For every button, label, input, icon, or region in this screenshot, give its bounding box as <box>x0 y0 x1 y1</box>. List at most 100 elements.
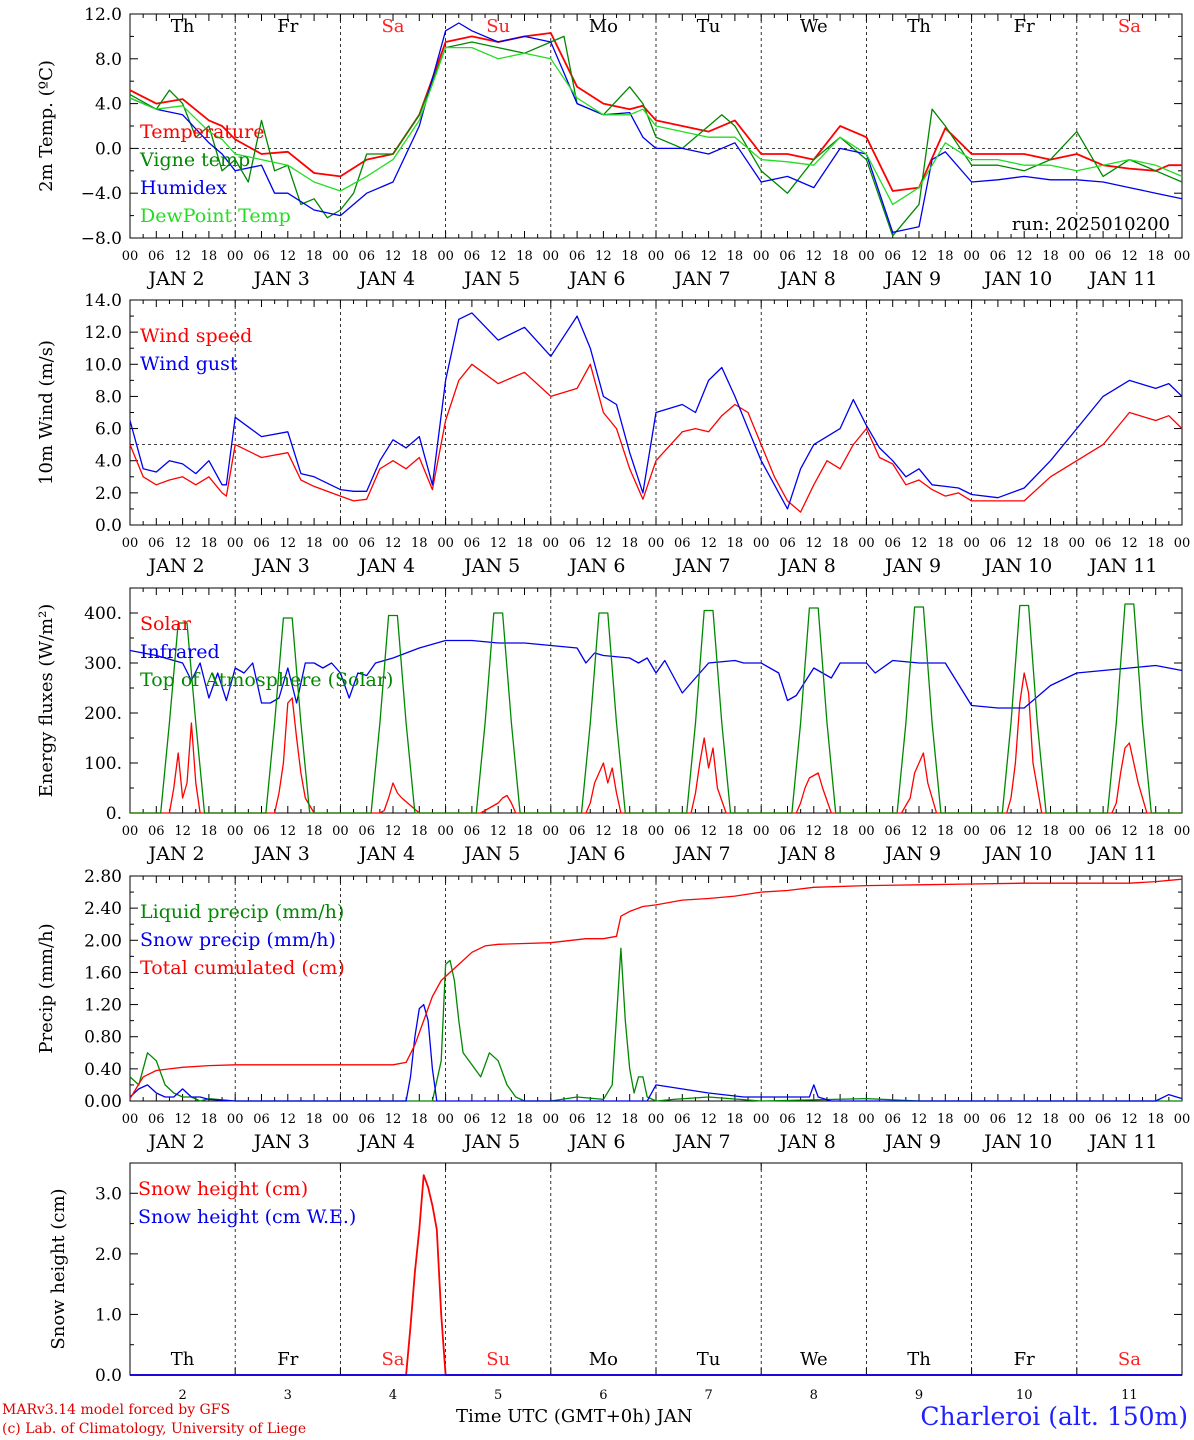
date-label: JAN 9 <box>883 1131 941 1153</box>
hour-label: 12 <box>911 536 928 551</box>
weekday-label: Mo <box>589 16 618 37</box>
y-tick-label: 300. <box>84 654 122 674</box>
date-label: JAN 5 <box>462 843 520 865</box>
legend-entry: Wind speed <box>140 325 252 347</box>
hour-label: 12 <box>595 536 612 551</box>
weekday-label: Sa <box>381 16 404 37</box>
hour-label: 06 <box>674 1112 691 1127</box>
hour-label: 12 <box>174 1112 191 1127</box>
hour-label: 06 <box>569 536 586 551</box>
hour-label: 12 <box>280 249 297 264</box>
weekday-label: Tu <box>697 16 721 37</box>
hour-label: 18 <box>306 536 323 551</box>
legend-entry: DewPoint Temp <box>140 205 291 227</box>
hour-label: 12 <box>385 249 402 264</box>
hour-label: 18 <box>411 1112 428 1127</box>
weekday-label: Su <box>486 1349 510 1370</box>
date-label: JAN 10 <box>982 843 1052 865</box>
hour-label: 06 <box>1095 1112 1112 1127</box>
hour-label: 18 <box>727 536 744 551</box>
hour-label: 12 <box>280 1112 297 1127</box>
weekday-label: Mo <box>589 1349 618 1370</box>
hour-label: 06 <box>884 1112 901 1127</box>
hour-label: 18 <box>937 824 954 839</box>
hour-label: 00 <box>1069 536 1086 551</box>
hour-label: 12 <box>806 536 823 551</box>
hour-label: 00 <box>963 1112 980 1127</box>
y-tick-label: 0.00 <box>84 1092 122 1112</box>
hour-label: 00 <box>753 1112 770 1127</box>
hour-label: 06 <box>464 536 481 551</box>
y-tick-label: 14.0 <box>84 291 122 311</box>
hour-label: 00 <box>1174 249 1191 264</box>
legend-entry: Infrared <box>140 641 220 663</box>
hour-label: 18 <box>1147 249 1164 264</box>
hour-label: 18 <box>1042 824 1059 839</box>
hour-label: 00 <box>227 536 244 551</box>
hour-label: 12 <box>385 1112 402 1127</box>
legend-entry: Solar <box>140 613 192 635</box>
hour-label: 00 <box>753 824 770 839</box>
y-tick-label: 0.40 <box>84 1060 122 1080</box>
hour-label: 06 <box>253 824 270 839</box>
hour-label: 06 <box>148 249 165 264</box>
hour-label: 18 <box>832 824 849 839</box>
y-tick-label: 8.0 <box>95 50 122 70</box>
hour-label: 18 <box>1147 824 1164 839</box>
y-tick-label: 0.0 <box>95 516 122 536</box>
hour-label: 00 <box>227 249 244 264</box>
hour-label: 12 <box>385 536 402 551</box>
hour-label: 12 <box>700 824 717 839</box>
y-tick-label: 1.20 <box>84 996 122 1016</box>
hour-label: 18 <box>516 249 533 264</box>
hour-label: 06 <box>990 249 1007 264</box>
hour-label: 18 <box>621 1112 638 1127</box>
date-label: JAN 3 <box>252 1131 310 1153</box>
hour-label: 06 <box>253 249 270 264</box>
hour-label: 18 <box>832 1112 849 1127</box>
hour-label: 06 <box>464 824 481 839</box>
day-number-label: 11 <box>1121 1388 1138 1403</box>
hour-label: 12 <box>385 824 402 839</box>
hour-label: 12 <box>1016 824 1033 839</box>
hour-label: 00 <box>648 824 665 839</box>
hour-label: 18 <box>411 249 428 264</box>
hour-label: 06 <box>674 536 691 551</box>
run-annotation: run: 2025010200 <box>1012 214 1170 235</box>
date-label: JAN 8 <box>778 555 836 577</box>
hour-label: 06 <box>569 824 586 839</box>
hour-label: 12 <box>700 536 717 551</box>
y-tick-label: 2.0 <box>95 484 122 504</box>
y-tick-label: 0.80 <box>84 1028 122 1048</box>
date-label: JAN 8 <box>778 268 836 290</box>
hour-label: 00 <box>437 536 454 551</box>
date-label: JAN 6 <box>567 1131 625 1153</box>
hour-label: 12 <box>1121 824 1138 839</box>
hour-label: 06 <box>674 824 691 839</box>
hour-label: 12 <box>1016 536 1033 551</box>
hour-label: 12 <box>911 1112 928 1127</box>
hour-label: 18 <box>516 824 533 839</box>
y-tick-label: 8.0 <box>95 387 122 407</box>
x-axis-title: Time UTC (GMT+0h) JAN <box>456 1406 693 1427</box>
date-label: JAN 4 <box>357 555 415 577</box>
hour-label: 00 <box>543 536 560 551</box>
y-tick-label: 1.60 <box>84 963 122 983</box>
hour-label: 18 <box>621 824 638 839</box>
hour-label: 00 <box>543 1112 560 1127</box>
hour-label: 00 <box>122 249 139 264</box>
hour-label: 18 <box>937 1112 954 1127</box>
hour-label: 00 <box>543 824 560 839</box>
hour-label: 00 <box>227 824 244 839</box>
date-label: JAN 6 <box>567 555 625 577</box>
hour-label: 06 <box>1095 824 1112 839</box>
hour-label: 12 <box>174 536 191 551</box>
y-tick-label: 12.0 <box>84 5 122 25</box>
hour-label: 00 <box>963 536 980 551</box>
date-label: JAN 3 <box>252 555 310 577</box>
precip-panel: 0.00 0.40 0.80 1.20 1.60 2.00 2.40 2.80 Precip (… <box>36 867 1190 1153</box>
hour-label: 00 <box>858 536 875 551</box>
weekday-label: We <box>800 1349 828 1370</box>
hour-label: 18 <box>727 1112 744 1127</box>
